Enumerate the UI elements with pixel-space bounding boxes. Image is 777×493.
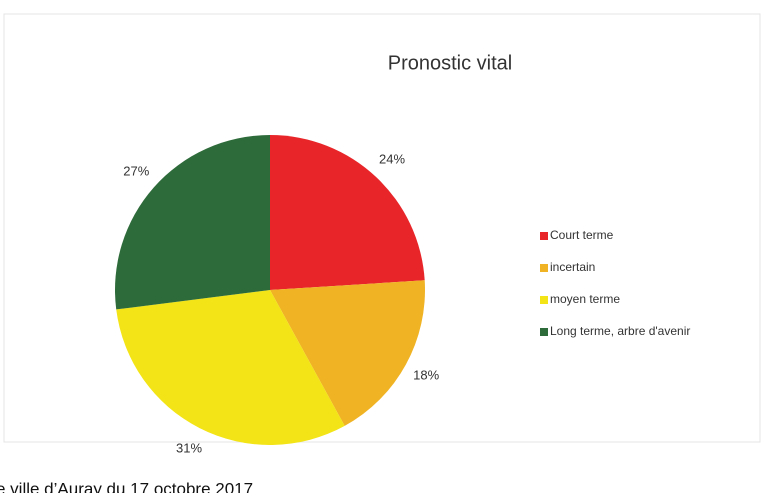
caption: e ville d’Auray du 17 octobre 2017 <box>0 479 253 493</box>
data-label: 31% <box>176 440 202 455</box>
pie-slice <box>270 135 425 290</box>
legend-label: Court terme <box>550 228 614 242</box>
pie-slice <box>116 290 345 446</box>
pie-slice <box>270 280 425 426</box>
legend-label: moyen terme <box>550 292 620 306</box>
legend-swatch <box>540 264 548 272</box>
legend-swatch <box>540 296 548 304</box>
data-label: 24% <box>379 151 405 166</box>
data-label: 18% <box>413 367 439 382</box>
legend-label: incertain <box>550 260 595 274</box>
legend-label: Long terme, arbre d'avenir <box>550 324 690 338</box>
legend-swatch <box>540 328 548 336</box>
chart-title: Pronostic vital <box>388 52 513 74</box>
pie-slice <box>114 135 270 310</box>
data-label: 27% <box>123 164 149 179</box>
legend-swatch <box>540 232 548 240</box>
